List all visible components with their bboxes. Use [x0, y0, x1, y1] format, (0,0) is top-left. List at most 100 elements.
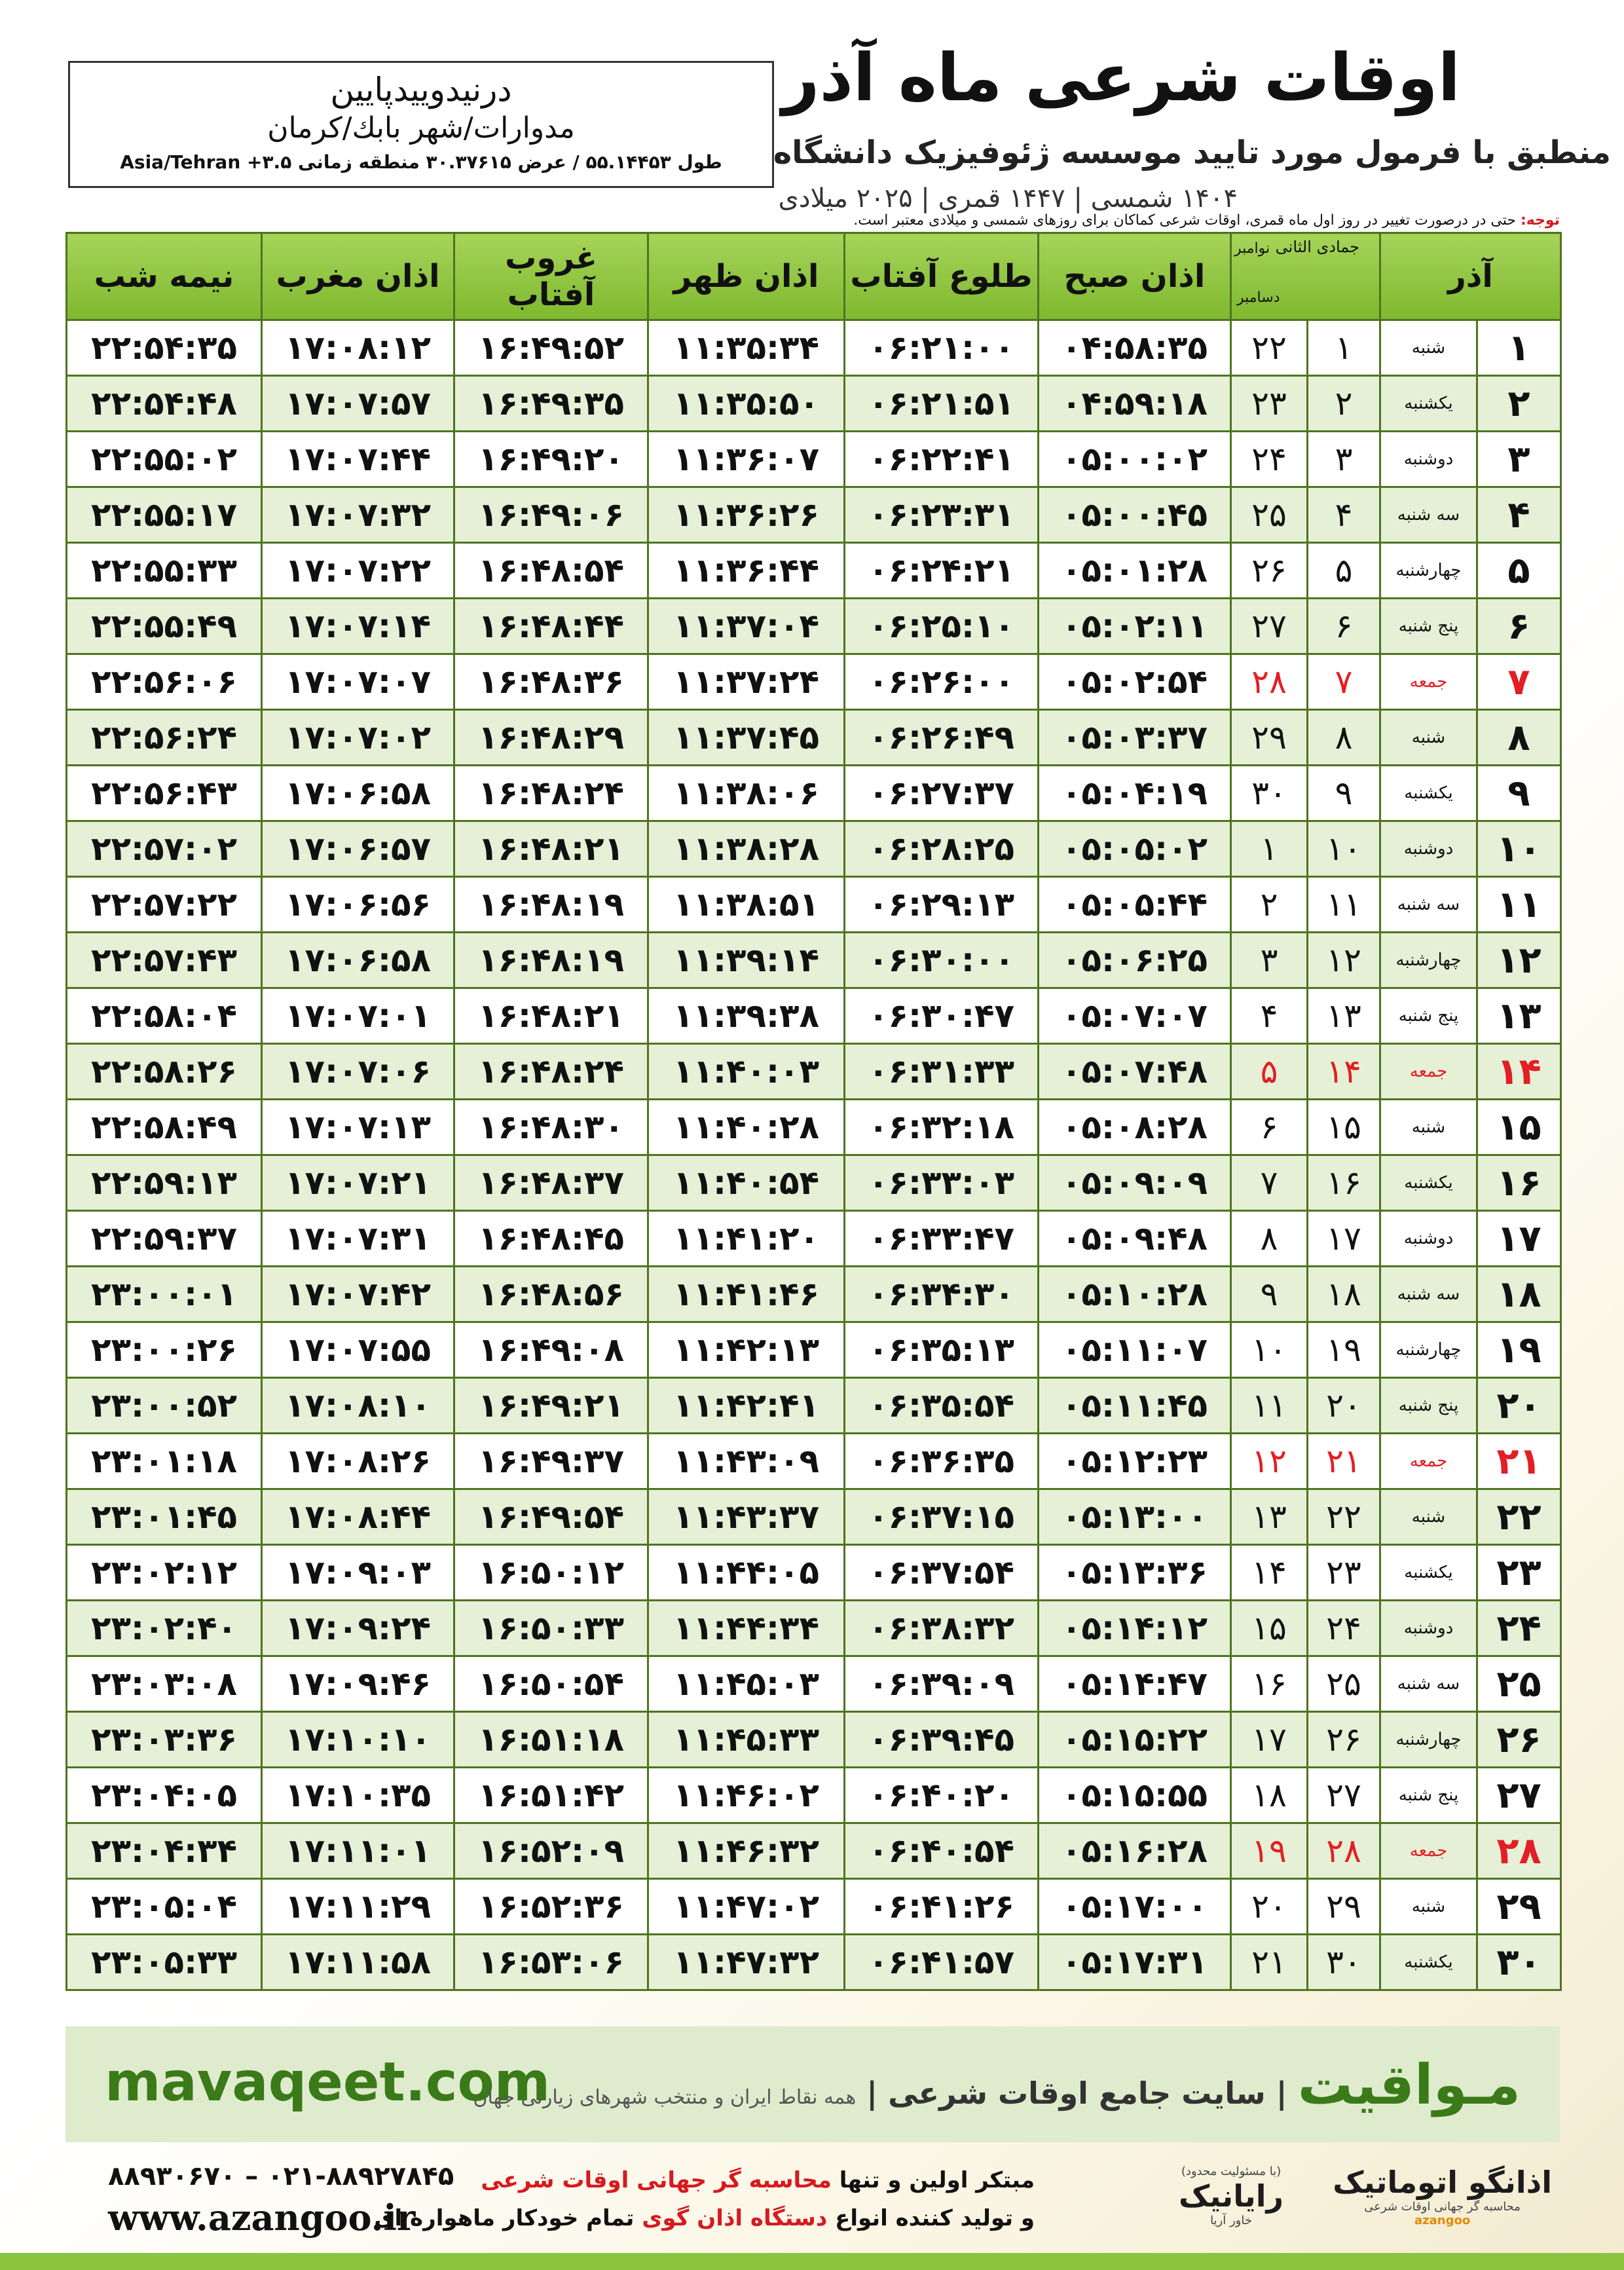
sunrise-cell: ۰۶:۳۵:۱۳ — [843, 1321, 1039, 1379]
header-sunrise: طلوع آفتاب — [843, 232, 1039, 321]
fajr-cell: ۰۵:۰۸:۲۸ — [1037, 1098, 1232, 1156]
dhuhr-cell: ۱۱:۴۰:۲۸ — [647, 1098, 845, 1156]
maghrib-cell: ۱۷:۰۹:۲۴ — [261, 1599, 455, 1657]
dhuhr-cell: ۱۱:۴۷:۰۲ — [647, 1878, 845, 1935]
midnight-cell: ۲۲:۵۷:۴۳ — [65, 931, 263, 989]
gregorian-day-cell: ۲۹ — [1230, 709, 1308, 766]
midnight-cell: ۲۳:۰۱:۱۸ — [65, 1432, 263, 1490]
note-text: حتی در درصورت تغییر در روز اول ماه قمری،… — [853, 212, 1516, 229]
table-row: ۳۰ یکشنبه ۳۰ ۲۱ ۰۵:۱۷:۳۱ ۰۶:۴۱:۵۷ ۱۱:۴۷:۳۲ ۱۶:۵… — [65, 1933, 1562, 1991]
dhuhr-cell: ۱۱:۳۷:۰۴ — [647, 597, 845, 655]
sunrise-cell: ۰۶:۲۳:۳۱ — [843, 486, 1039, 544]
weekday-cell: جمعه — [1379, 1822, 1478, 1880]
header-hijri: جمادی الثانی — [1275, 238, 1359, 256]
weekday-cell: جمعه — [1379, 1432, 1478, 1490]
footer-website: www.azangoo.ir — [108, 2197, 416, 2239]
midnight-cell: ۲۳:۰۳:۰۸ — [65, 1655, 263, 1713]
hijri-day-cell: ۵ — [1306, 542, 1381, 599]
dhuhr-cell: ۱۱:۴۱:۴۶ — [647, 1265, 845, 1323]
sunrise-cell: ۰۶:۲۱:۵۱ — [843, 375, 1039, 432]
midnight-cell: ۲۳:۰۱:۴۵ — [65, 1488, 263, 1546]
gregorian-day-cell: ۸ — [1230, 1210, 1308, 1267]
logo-subtitle: خاور آریا — [1210, 2214, 1252, 2227]
sunset-cell: ۱۶:۵۳:۰۶ — [453, 1933, 649, 1991]
fajr-cell: ۰۵:۰۹:۴۸ — [1037, 1210, 1232, 1267]
fajr-cell: ۰۵:۰۰:۴۵ — [1037, 486, 1232, 544]
hijri-day-cell: ۱۱ — [1306, 876, 1381, 933]
sunset-cell: ۱۶:۵۰:۱۲ — [453, 1544, 649, 1601]
banner-tagline: سایت جامع اوقات شرعی — [888, 2075, 1266, 2111]
weekday-cell: پنج شنبه — [1379, 1377, 1478, 1434]
gregorian-day-cell: ۲۸ — [1230, 653, 1308, 711]
hijri-day-cell: ۲۸ — [1306, 1822, 1381, 1880]
hijri-day-cell: ۲۷ — [1306, 1766, 1381, 1824]
hijri-day-cell: ۱۶ — [1306, 1154, 1381, 1212]
dhuhr-cell: ۱۱:۳۶:۴۴ — [647, 542, 845, 599]
maghrib-cell: ۱۷:۰۹:۴۶ — [261, 1655, 455, 1713]
gregorian-day-cell: ۷ — [1230, 1154, 1308, 1212]
fajr-cell: ۰۵:۰۲:۵۴ — [1037, 653, 1232, 711]
dhuhr-cell: ۱۱:۴۷:۳۲ — [647, 1933, 845, 1991]
hijri-day-cell: ۲۱ — [1306, 1432, 1381, 1490]
midnight-cell: ۲۳:۰۴:۳۴ — [65, 1822, 263, 1880]
footer-text-part: مبتکر اولین و تنها — [839, 2167, 1035, 2193]
weekday-cell: سه شنبه — [1379, 486, 1478, 544]
day-cell: ۲۸ — [1476, 1822, 1562, 1880]
fajr-cell: ۰۵:۱۵:۲۲ — [1037, 1711, 1232, 1768]
maghrib-cell: ۱۷:۰۶:۵۸ — [261, 764, 455, 822]
day-cell: ۱۳ — [1476, 987, 1562, 1045]
hijri-day-cell: ۹ — [1306, 764, 1381, 822]
gregorian-day-cell: ۲۲ — [1230, 319, 1308, 377]
weekday-cell: چهارشنبه — [1379, 1711, 1478, 1768]
table-row: ۱۷ دوشنبه ۱۷ ۸ ۰۵:۰۹:۴۸ ۰۶:۳۳:۴۷ ۱۱:۴۱:۲۰ ۱۶:۴۸… — [65, 1210, 1562, 1267]
weekday-cell: سه شنبه — [1379, 1655, 1478, 1713]
hijri-day-cell: ۱۹ — [1306, 1321, 1381, 1379]
midnight-cell: ۲۲:۵۷:۲۲ — [65, 876, 263, 933]
midnight-cell: ۲۳:۰۲:۱۲ — [65, 1544, 263, 1601]
day-cell: ۲۶ — [1476, 1711, 1562, 1768]
maghrib-cell: ۱۷:۰۷:۱۳ — [261, 1098, 455, 1156]
logo-note: (با مسئولیت محدود) — [1181, 2165, 1282, 2178]
day-cell: ۱۵ — [1476, 1098, 1562, 1156]
sunrise-cell: ۰۶:۴۰:۲۰ — [843, 1766, 1039, 1824]
sunrise-cell: ۰۶:۳۷:۱۵ — [843, 1488, 1039, 1546]
table-row: ۱۶ یکشنبه ۱۶ ۷ ۰۵:۰۹:۰۹ ۰۶:۳۳:۰۳ ۱۱:۴۰:۵۴ ۱۶:۴۸… — [65, 1154, 1562, 1212]
maghrib-cell: ۱۷:۱۱:۵۸ — [261, 1933, 455, 1991]
sunrise-cell: ۰۶:۳۷:۵۴ — [843, 1544, 1039, 1601]
dhuhr-cell: ۱۱:۳۶:۰۷ — [647, 430, 845, 488]
sunrise-cell: ۰۶:۴۰:۵۴ — [843, 1822, 1039, 1880]
day-cell: ۲۴ — [1476, 1599, 1562, 1657]
note-label: توجه: — [1520, 212, 1560, 229]
sunrise-cell: ۰۶:۲۹:۱۳ — [843, 876, 1039, 933]
sunset-cell: ۱۶:۴۸:۴۵ — [453, 1210, 649, 1267]
dhuhr-cell: ۱۱:۴۴:۳۴ — [647, 1599, 845, 1657]
footer-line: و تولید کننده انواع دستگاه اذان گوی تمام… — [374, 2199, 1035, 2237]
header-maghrib: اذان مغرب — [261, 232, 455, 321]
sunset-cell: ۱۶:۴۸:۳۶ — [453, 653, 649, 711]
header-sunset: غروب آفتاب — [453, 232, 649, 321]
table-body: ۱ شنبه ۱ ۲۲ ۰۴:۵۸:۳۵ ۰۶:۲۱:۰۰ ۱۱:۳۵:۳۴ ۱۶:۴۹:۵۲… — [65, 319, 1562, 1991]
header-row: آذر جمادی الثانی نوامبر دسامبر اذان صبح … — [65, 232, 1562, 321]
dhuhr-cell: ۱۱:۴۰:۰۳ — [647, 1043, 845, 1100]
table-row: ۶ پنج شنبه ۶ ۲۷ ۰۵:۰۲:۱۱ ۰۶:۲۵:۱۰ ۱۱:۳۷:۰۴ ۱۶:۴… — [65, 597, 1562, 655]
sunset-cell: ۱۶:۴۸:۱۹ — [453, 931, 649, 989]
sunrise-cell: ۰۶:۳۵:۵۴ — [843, 1377, 1039, 1434]
sunrise-cell: ۰۶:۳۹:۰۹ — [843, 1655, 1039, 1713]
sunset-cell: ۱۶:۴۸:۱۹ — [453, 876, 649, 933]
midnight-cell: ۲۲:۵۸:۴۹ — [65, 1098, 263, 1156]
table-row: ۲۸ جمعه ۲۸ ۱۹ ۰۵:۱۶:۲۸ ۰۶:۴۰:۵۴ ۱۱:۴۶:۳۲ ۱۶:۵۲:… — [65, 1822, 1562, 1880]
day-cell: ۱۹ — [1476, 1321, 1562, 1379]
fajr-cell: ۰۵:۱۰:۲۸ — [1037, 1265, 1232, 1323]
maghrib-cell: ۱۷:۰۸:۲۶ — [261, 1432, 455, 1490]
gregorian-day-cell: ۲۱ — [1230, 1933, 1308, 1991]
table-row: ۱۰ دوشنبه ۱۰ ۱ ۰۵:۰۵:۰۲ ۰۶:۲۸:۲۵ ۱۱:۳۸:۲۸ ۱۶:۴۸… — [65, 820, 1562, 878]
dhuhr-cell: ۱۱:۴۶:۳۲ — [647, 1822, 845, 1880]
maghrib-cell: ۱۷:۰۷:۵۷ — [261, 375, 455, 432]
maghrib-cell: ۱۷:۰۷:۰۱ — [261, 987, 455, 1045]
dates: ۱۴۰۴ شمسی | ۱۴۴۷ قمری | ۲۰۲۵ میلادی — [778, 183, 1238, 214]
maghrib-cell: ۱۷:۱۱:۰۱ — [261, 1822, 455, 1880]
table-row: ۲۴ دوشنبه ۲۴ ۱۵ ۰۵:۱۴:۱۲ ۰۶:۳۸:۳۲ ۱۱:۴۴:۳۴ ۱۶:۵… — [65, 1599, 1562, 1657]
maghrib-cell: ۱۷:۰۷:۵۵ — [261, 1321, 455, 1379]
dhuhr-cell: ۱۱:۳۵:۳۴ — [647, 319, 845, 377]
gregorian-day-cell: ۱۵ — [1230, 1599, 1308, 1657]
